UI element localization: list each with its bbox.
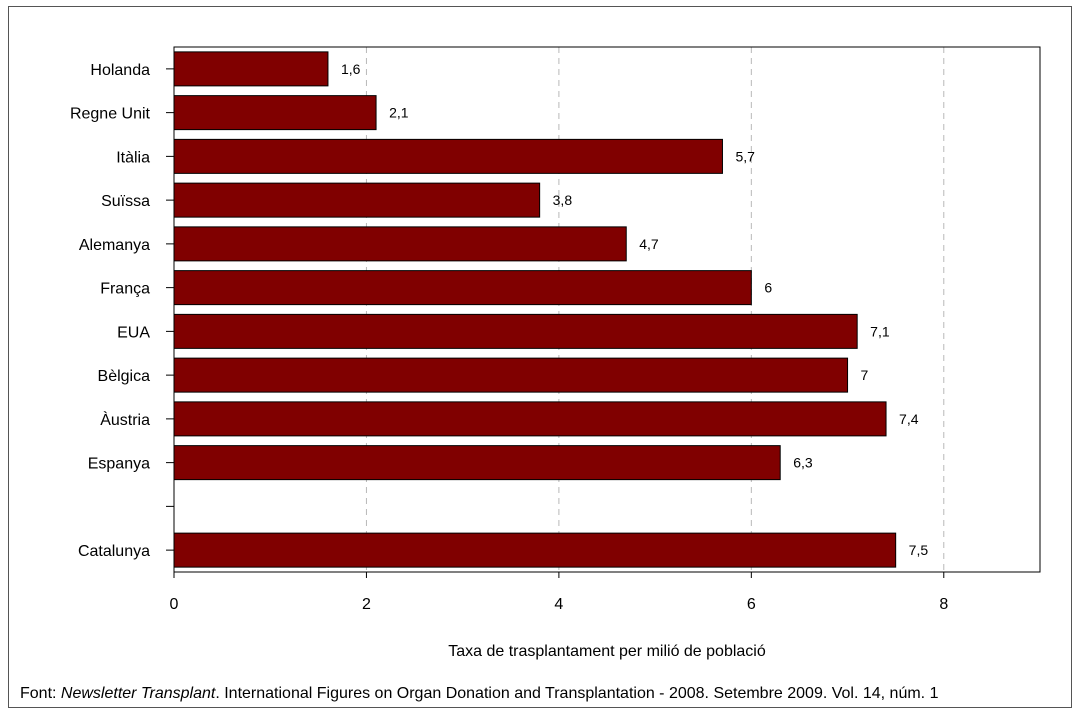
data-label: 6,3 — [793, 455, 813, 471]
category-label: Holanda — [90, 62, 150, 79]
category-label: EUA — [117, 324, 150, 341]
data-label: 6 — [764, 280, 772, 296]
category-label: Itàlia — [116, 149, 150, 166]
x-tick-label: 0 — [170, 596, 179, 613]
category-label: Catalunya — [78, 543, 150, 560]
x-tick-label: 4 — [554, 596, 563, 613]
x-axis-title: Taxa de trasplantament per milió de pobl… — [448, 643, 766, 660]
plot-area — [173, 46, 1041, 573]
bar — [173, 226, 627, 262]
bar — [173, 95, 377, 131]
category-label: Regne Unit — [70, 106, 151, 123]
data-label: 2,1 — [389, 105, 409, 121]
data-label: 7,5 — [909, 542, 929, 558]
category-label: Espanya — [88, 456, 150, 473]
data-label: 4,7 — [639, 236, 659, 252]
x-tick-label: 6 — [747, 596, 756, 613]
data-label: 7,4 — [899, 411, 919, 427]
source-note: Font: Newsletter Transplant. Internation… — [20, 685, 1070, 703]
bar — [173, 138, 723, 174]
source-prefix: Font: — [20, 685, 61, 702]
bar — [173, 532, 897, 568]
bar — [173, 182, 541, 218]
bar — [173, 445, 781, 481]
data-label: 3,8 — [553, 192, 573, 208]
data-label: 5,7 — [735, 148, 755, 164]
category-label: Suïssa — [101, 193, 150, 210]
x-tick-label: 2 — [362, 596, 371, 613]
data-label: 1,6 — [341, 61, 361, 77]
bar — [173, 51, 329, 87]
grid-lines — [365, 47, 945, 572]
source-publication: Newsletter Transplant — [60, 685, 216, 702]
category-label: Bèlgica — [98, 368, 151, 385]
category-label: Àustria — [100, 410, 150, 429]
data-label: 7 — [861, 367, 869, 383]
bar — [173, 313, 858, 349]
bar — [173, 270, 752, 306]
bars — [173, 51, 897, 568]
category-label: Alemanya — [79, 237, 150, 254]
source-rest: . International Figures on Organ Donatio… — [215, 685, 939, 702]
category-label: França — [100, 281, 150, 298]
labels: 0 2 4 6 8 Holanda 1,6 Regne Unit 2,1 Itàlia 5,7 Suï… — [70, 61, 948, 613]
data-label: 7,1 — [870, 323, 890, 339]
bar — [173, 401, 887, 437]
bar — [173, 357, 849, 393]
x-tick-label: 8 — [939, 596, 948, 613]
